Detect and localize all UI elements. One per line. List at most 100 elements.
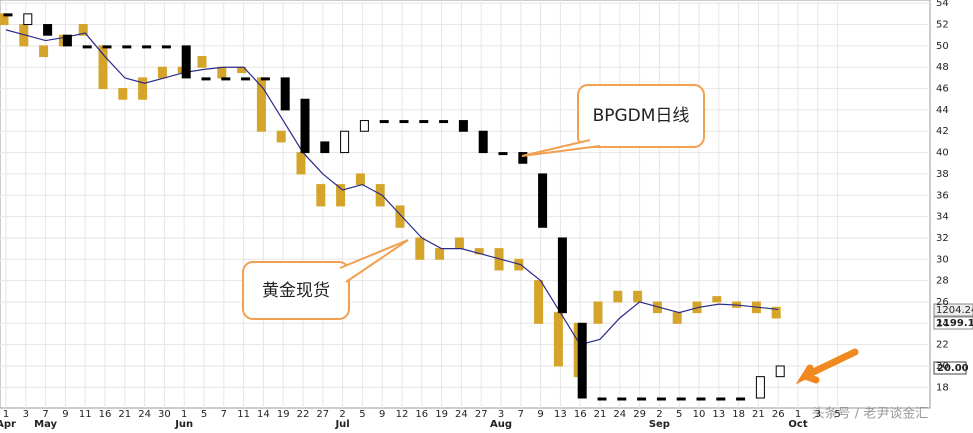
candle-body bbox=[3, 13, 13, 17]
x-tick-label: 27 bbox=[475, 409, 488, 420]
x-tick-label: 14 bbox=[257, 409, 270, 420]
annotation: 黄金现货 bbox=[262, 281, 330, 301]
callout-pointer bbox=[339, 239, 409, 283]
candle-body bbox=[296, 152, 306, 175]
x-tick-label: 7 bbox=[42, 409, 48, 420]
y-tick-label: 44 bbox=[936, 105, 949, 116]
x-tick-label: 19 bbox=[277, 409, 290, 420]
x-tick-label: 11 bbox=[79, 409, 92, 420]
x-tick-label: 18 bbox=[732, 409, 745, 420]
x-tick-label: 16 bbox=[99, 409, 112, 420]
price-tag bbox=[933, 316, 973, 330]
candle-body bbox=[316, 184, 326, 207]
x-tick-label: 5 bbox=[359, 409, 365, 420]
candle-body bbox=[538, 173, 548, 228]
candle-body bbox=[435, 248, 445, 260]
candle-body bbox=[201, 77, 211, 81]
candle-body bbox=[672, 312, 682, 324]
x-tick-label: 16 bbox=[574, 409, 587, 420]
annotation: BPGDM日线 bbox=[593, 106, 690, 126]
candle-body bbox=[439, 120, 449, 124]
plot-area bbox=[0, 0, 931, 409]
month-label: Apr bbox=[0, 419, 16, 429]
x-tick-label: 12 bbox=[396, 409, 409, 420]
candle-body bbox=[217, 66, 227, 79]
candle-body bbox=[82, 45, 92, 49]
candle-body bbox=[656, 397, 666, 401]
month-label: Jun bbox=[174, 419, 193, 429]
candle-body bbox=[415, 237, 425, 260]
y-tick-label: 34 bbox=[936, 212, 949, 223]
candle-body bbox=[613, 290, 623, 303]
x-tick-label: 26 bbox=[772, 409, 785, 420]
candle-body bbox=[775, 365, 785, 378]
candle-body bbox=[276, 130, 286, 143]
x-tick-label: 21 bbox=[752, 409, 765, 420]
candle-body bbox=[712, 296, 722, 303]
x-tick-label: 13 bbox=[554, 409, 567, 420]
candle-body bbox=[395, 205, 405, 228]
candle-body bbox=[157, 66, 167, 79]
callout-box bbox=[577, 84, 705, 148]
x-tick-label: 19 bbox=[435, 409, 448, 420]
y-tick-label: 48 bbox=[936, 62, 949, 73]
month-label: Oct bbox=[788, 419, 807, 429]
candle-body bbox=[161, 45, 171, 49]
candle-body bbox=[23, 13, 33, 26]
x-tick-label: 24 bbox=[138, 409, 151, 420]
x-tick-label: 27 bbox=[316, 409, 329, 420]
x-tick-label: 5 bbox=[676, 409, 682, 420]
candle-body bbox=[755, 376, 765, 399]
y-tick-label: 42 bbox=[936, 126, 949, 137]
candle-body bbox=[241, 77, 251, 81]
candle-body bbox=[577, 322, 587, 399]
x-tick-label: 1 bbox=[181, 409, 187, 420]
y-tick-label: 30 bbox=[936, 254, 949, 265]
candle-body bbox=[557, 237, 567, 314]
candle-body bbox=[142, 45, 152, 49]
candle-body bbox=[633, 290, 643, 303]
x-tick-label: 21 bbox=[118, 409, 131, 420]
candle-body bbox=[637, 397, 647, 401]
x-tick-label: 16 bbox=[415, 409, 428, 420]
callout-box bbox=[242, 261, 350, 320]
candle-body bbox=[454, 237, 464, 250]
candle-body bbox=[197, 56, 207, 68]
x-tick-label: 3 bbox=[498, 409, 504, 420]
x-tick-label: 9 bbox=[537, 409, 543, 420]
y-tick-label: 18 bbox=[936, 382, 949, 393]
candle-body bbox=[617, 397, 627, 401]
y-tick-label: 40 bbox=[936, 148, 949, 159]
y-tick-label: 36 bbox=[936, 190, 949, 201]
candle-body bbox=[716, 397, 726, 401]
candle-body bbox=[181, 45, 191, 79]
candle-body bbox=[399, 120, 409, 124]
price-tag-label: 1204.24 bbox=[936, 305, 973, 316]
candle-body bbox=[458, 120, 468, 132]
x-tick-label: 1 bbox=[795, 409, 801, 420]
x-tick-label: 2 bbox=[339, 409, 345, 420]
x-tick-label: 13 bbox=[712, 409, 725, 420]
candle-body bbox=[221, 77, 231, 81]
candle-body bbox=[43, 24, 53, 36]
candle-body bbox=[122, 45, 132, 49]
candle-body bbox=[300, 98, 310, 154]
price-tag bbox=[933, 361, 967, 375]
arrow bbox=[795, 348, 859, 385]
y-tick-label: 38 bbox=[936, 169, 949, 180]
y-tick-label: 24 bbox=[936, 318, 949, 329]
y-tick-label: 26 bbox=[936, 297, 949, 308]
y-tick-label: 54 bbox=[936, 0, 949, 9]
moving-average bbox=[5, 29, 779, 346]
y-tick-label: 52 bbox=[936, 20, 949, 31]
price-tag-label: 20.00 bbox=[937, 363, 969, 374]
candle-body bbox=[597, 397, 607, 401]
callout-pointer bbox=[521, 139, 601, 157]
candle-body bbox=[593, 301, 603, 324]
x-tick-label: 24 bbox=[455, 409, 468, 420]
candle-body bbox=[771, 306, 781, 319]
candle-body bbox=[336, 184, 346, 207]
candle-body bbox=[478, 130, 488, 154]
candle-body bbox=[260, 77, 270, 81]
y-tick-label: 50 bbox=[936, 41, 949, 52]
